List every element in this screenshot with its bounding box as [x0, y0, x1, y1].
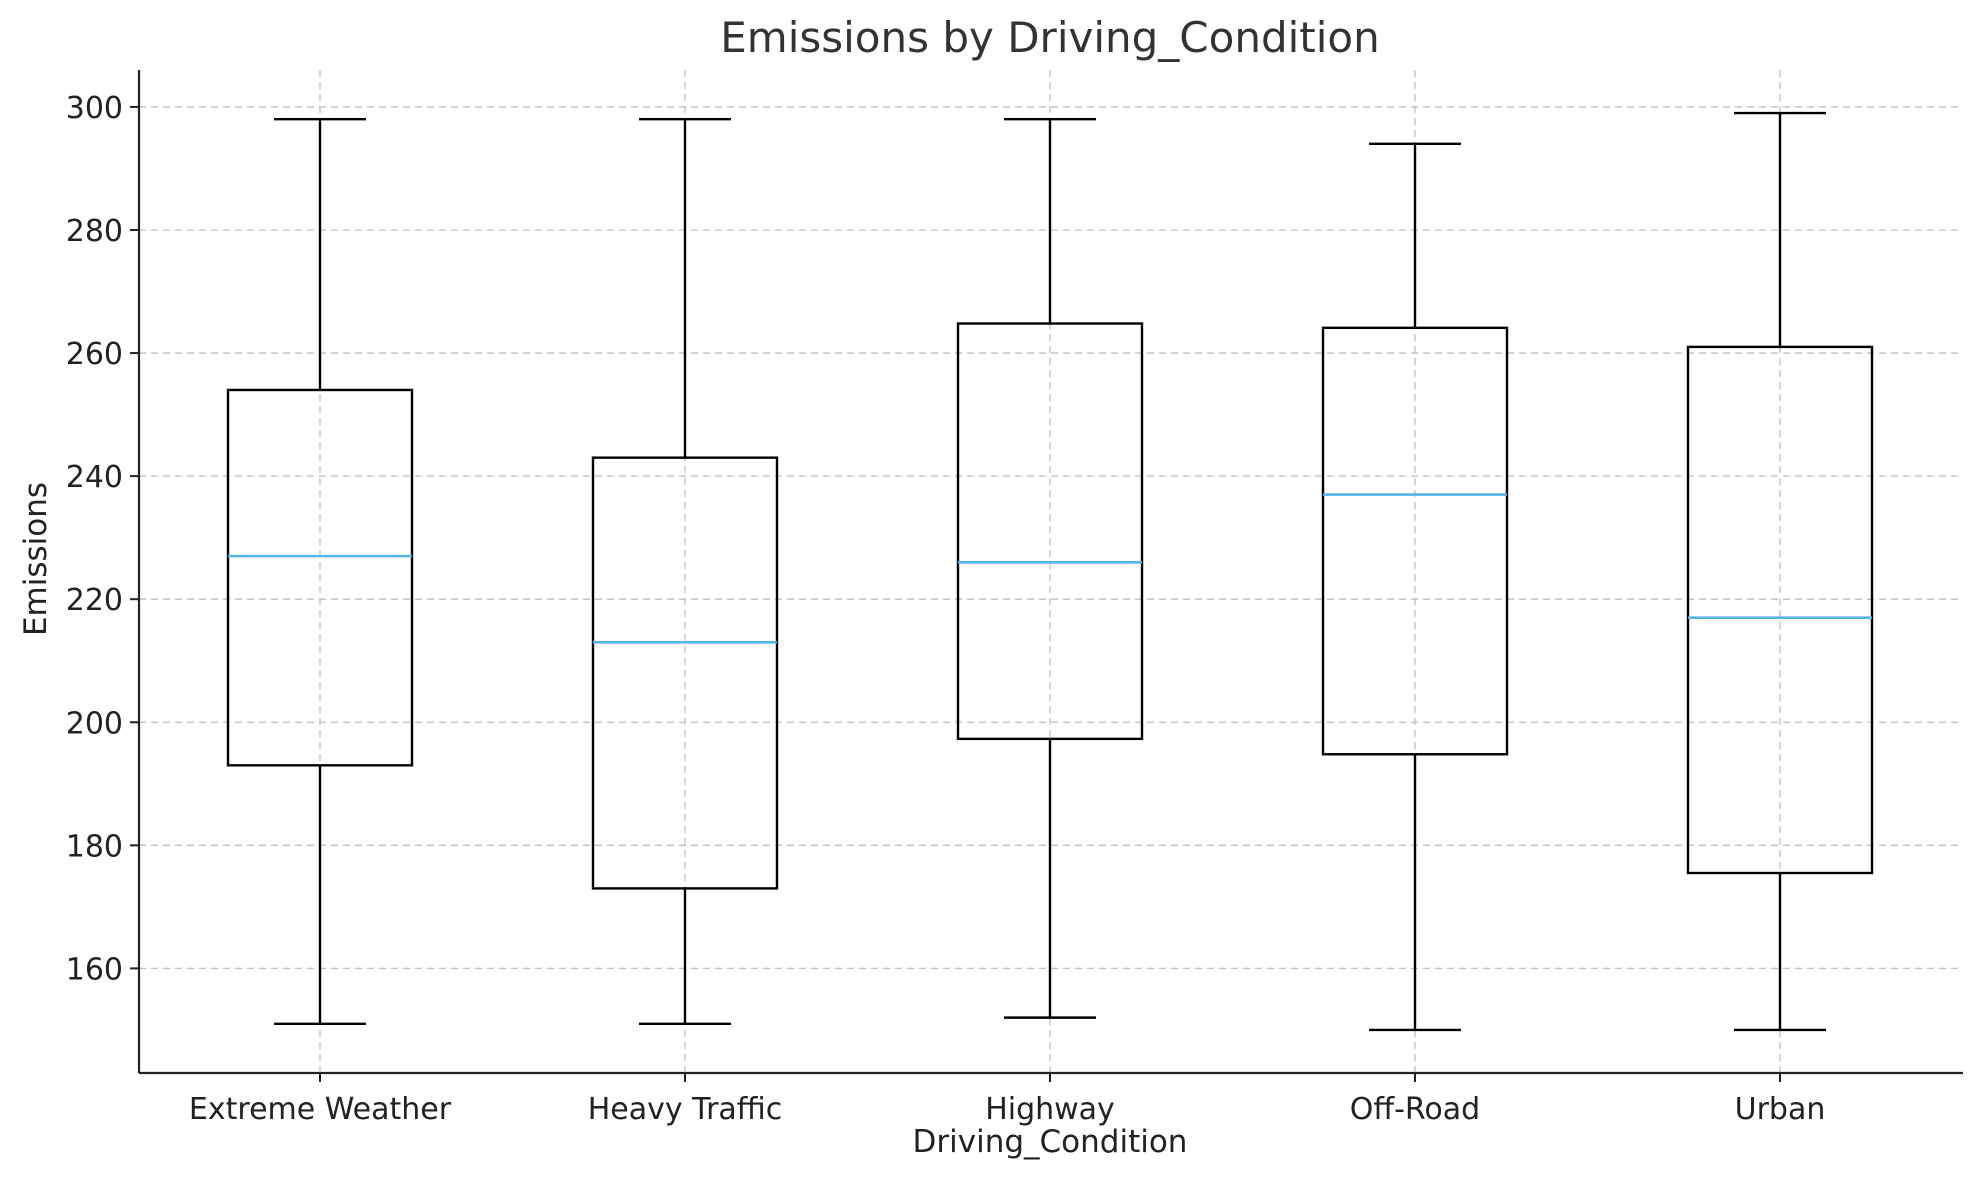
box-off-road [1321, 142, 1509, 1032]
ticks-layer: 160 180 200 220 240 260 280 300 Extreme Weather H… [66, 91, 1826, 1127]
x-tick-label: Highway [985, 1092, 1115, 1127]
x-tick-label: Off-Road [1350, 1092, 1480, 1127]
x-tick-label: Extreme Weather [189, 1092, 452, 1127]
x-axis-label: Driving_Condition [913, 1124, 1188, 1160]
iqr-box [956, 322, 1144, 741]
box-extreme-weather [226, 118, 414, 1025]
y-axis-label: Emissions [18, 482, 54, 636]
y-tick-label: 160 [66, 952, 123, 987]
y-tick-label: 220 [66, 583, 123, 618]
box-highway [956, 118, 1144, 1019]
iqr-box [1686, 345, 1874, 875]
x-tick-label: Heavy Traffic [588, 1092, 783, 1127]
y-tick-label: 280 [66, 214, 123, 249]
y-tick-label: 260 [66, 337, 123, 372]
y-tick-label: 240 [66, 460, 123, 495]
y-tick-label: 180 [66, 829, 123, 864]
iqr-box [1321, 326, 1509, 756]
iqr-box [226, 388, 414, 767]
y-tick-label: 300 [66, 91, 123, 126]
boxes-layer [226, 111, 1874, 1032]
box-urban [1686, 111, 1874, 1032]
y-tick-label: 200 [66, 706, 123, 741]
box-heavy-traffic [591, 118, 779, 1025]
iqr-box [591, 456, 779, 890]
x-tick-label: Urban [1735, 1092, 1826, 1127]
chart-title: Emissions by Driving_Condition [720, 13, 1379, 62]
